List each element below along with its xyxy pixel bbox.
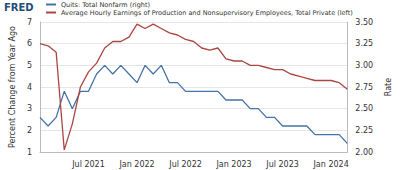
svg-text:Jul 2021: Jul 2021 (71, 160, 105, 169)
svg-text:2.50: 2.50 (355, 104, 373, 113)
svg-text:2.00: 2.00 (355, 148, 373, 157)
svg-text:Rate: Rate (384, 78, 393, 96)
svg-text:4: 4 (27, 83, 32, 92)
svg-text:3: 3 (27, 104, 32, 113)
svg-text:FRED: FRED (4, 2, 34, 13)
svg-text:Quits: Total Nonfarm (right): Quits: Total Nonfarm (right) (61, 1, 150, 9)
svg-text:Jul 2022: Jul 2022 (168, 160, 202, 169)
svg-text:Jan 2022: Jan 2022 (118, 160, 154, 169)
svg-text:7: 7 (27, 18, 32, 27)
svg-text:3.00: 3.00 (355, 61, 373, 70)
svg-text:Average Hourly Earnings of Pro: Average Hourly Earnings of Production an… (61, 9, 353, 17)
svg-text:Jan 2023: Jan 2023 (215, 160, 251, 169)
svg-text:2.25: 2.25 (355, 126, 373, 135)
svg-text:3.25: 3.25 (355, 39, 373, 48)
svg-text:6: 6 (27, 39, 32, 48)
svg-text:1: 1 (27, 148, 32, 157)
svg-text:3.50: 3.50 (355, 18, 373, 27)
svg-text:Jan 2024: Jan 2024 (312, 160, 348, 169)
svg-text:5: 5 (27, 61, 32, 70)
svg-text:2: 2 (27, 126, 32, 135)
svg-text:2.75: 2.75 (355, 83, 373, 92)
svg-text:Percent Change from Year Ago: Percent Change from Year Ago (8, 26, 17, 148)
svg-text:Jul 2023: Jul 2023 (265, 160, 299, 169)
